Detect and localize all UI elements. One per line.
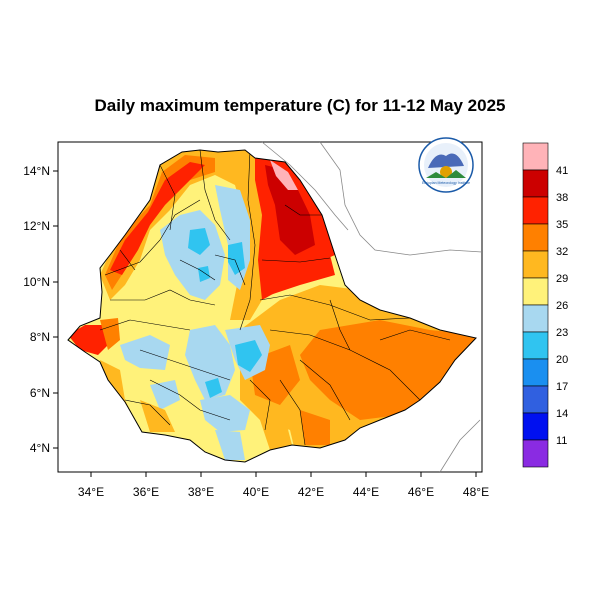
- colorbar-swatch-14: [522, 385, 549, 414]
- colorbar-label-14: 14: [556, 408, 568, 420]
- lon-tick-40: 40°E: [243, 485, 269, 499]
- lon-tick-42: 42°E: [298, 485, 324, 499]
- colorbar-label-35: 35: [556, 219, 568, 231]
- ethiopian-meteorology-institute-logo: Ethiopian Meteorology Institute: [418, 137, 474, 193]
- colorbar-swatch-26: [522, 277, 549, 306]
- lon-tick-48: 48°E: [463, 485, 489, 499]
- lat-tick-6: 6°N: [30, 386, 50, 400]
- colorbar-label-41: 41: [556, 165, 568, 177]
- neighbour-coastlines: [261, 141, 483, 473]
- admin-boundaries: [99, 150, 451, 446]
- lat-tick-10: 10°N: [23, 275, 50, 289]
- colorbar-label-23: 23: [556, 327, 568, 339]
- map-title: Daily maximum temperature (C) for 11-12 …: [94, 96, 506, 115]
- country-outline: [67, 149, 477, 463]
- cloud-icon: [428, 153, 464, 168]
- colorbar-label-26: 26: [556, 300, 568, 312]
- y-axis: [53, 170, 58, 449]
- colorbar-swatch-32: [522, 223, 549, 252]
- colorbar-swatch-20: [522, 331, 549, 360]
- colorbar-swatch-38: [522, 169, 549, 198]
- colorbar-swatch-29: [522, 250, 549, 279]
- colorbar-swatch-35: [522, 196, 549, 225]
- colorbar-label-11: 11: [556, 435, 567, 447]
- lat-tick-12: 12°N: [23, 219, 50, 233]
- colorbar-label-32: 32: [556, 246, 568, 258]
- colorbar-swatch-23: [522, 304, 549, 333]
- colorbar-swatch-17: [522, 358, 549, 387]
- lon-tick-38: 38°E: [188, 485, 214, 499]
- colorbar: 41 38 35 32 29 26 23 20 17 14 11: [522, 142, 568, 468]
- lon-tick-36: 36°E: [133, 485, 159, 499]
- colorbar-swatch-below-11: [522, 439, 549, 468]
- colorbar-swatch-11: [522, 412, 549, 441]
- lat-tick-14: 14°N: [23, 164, 50, 178]
- mountain-icon: [426, 170, 466, 178]
- lat-tick-4: 4°N: [30, 441, 50, 455]
- plot-frame: [57, 141, 483, 473]
- sun-icon: [440, 166, 452, 178]
- lon-tick-44: 44°E: [353, 485, 379, 499]
- colorbar-swatch-41plus: [522, 142, 549, 171]
- temperature-field: [68, 150, 476, 462]
- colorbar-label-17: 17: [556, 381, 568, 393]
- colorbar-label-20: 20: [556, 354, 568, 366]
- colorbar-label-38: 38: [556, 192, 568, 204]
- colorbar-label-29: 29: [556, 273, 568, 285]
- x-axis: [90, 472, 477, 477]
- lon-tick-46: 46°E: [408, 485, 434, 499]
- logo-caption: Ethiopian Meteorology Institute: [422, 181, 470, 185]
- lat-tick-8: 8°N: [30, 330, 50, 344]
- lon-tick-34: 34°E: [78, 485, 104, 499]
